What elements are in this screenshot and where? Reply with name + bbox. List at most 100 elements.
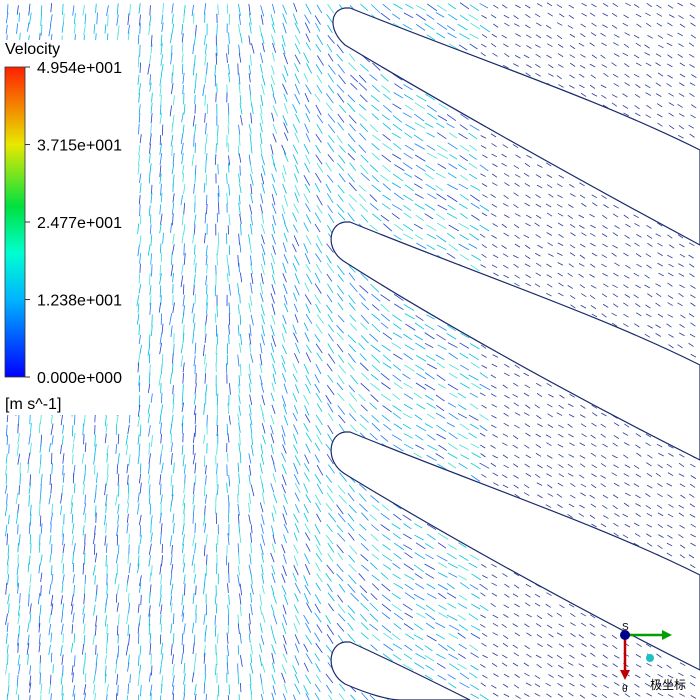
flow-vector xyxy=(260,5,265,17)
flow-vector xyxy=(524,255,531,260)
flow-vector xyxy=(292,373,298,383)
flow-vector xyxy=(415,315,424,322)
flow-vector xyxy=(139,344,142,355)
flow-vector xyxy=(250,142,253,154)
flow-vector xyxy=(260,635,265,645)
flow-vector xyxy=(261,423,266,434)
flow-vector xyxy=(547,654,553,659)
flow-vector xyxy=(261,573,265,584)
flow-vector xyxy=(194,262,197,273)
flow-vector xyxy=(557,272,564,277)
flow-vector xyxy=(547,493,554,497)
flow-vector xyxy=(228,302,231,315)
flow-vector xyxy=(314,294,321,304)
flow-vector xyxy=(336,343,344,353)
flow-vector xyxy=(159,695,162,700)
flow-vector xyxy=(48,494,52,505)
flow-vector xyxy=(580,622,587,627)
flow-vector xyxy=(369,432,378,441)
flow-vector xyxy=(138,173,142,184)
flow-vector xyxy=(147,63,151,75)
flow-vector xyxy=(293,405,299,414)
flow-vector xyxy=(228,183,231,196)
flow-vector xyxy=(589,63,596,68)
flow-vector xyxy=(468,243,478,249)
flow-vector xyxy=(503,422,510,427)
flow-vector xyxy=(613,532,619,537)
flow-vector xyxy=(568,692,574,697)
flow-vector xyxy=(557,504,563,508)
flow-vector xyxy=(327,313,334,323)
flow-vector xyxy=(248,3,251,16)
flow-vector xyxy=(203,613,206,625)
flow-vector xyxy=(448,224,459,232)
flow-vector xyxy=(613,53,620,57)
flow-vector xyxy=(215,663,217,676)
flow-vector xyxy=(502,384,508,389)
flow-vector xyxy=(589,84,596,89)
flow-vector xyxy=(138,443,141,454)
flow-vector xyxy=(84,692,87,700)
flow-vector xyxy=(294,384,300,394)
flow-vector xyxy=(283,415,289,426)
flow-vector xyxy=(371,293,381,302)
flow-vector xyxy=(690,523,697,528)
flow-vector xyxy=(392,654,402,661)
flow-vector xyxy=(458,133,468,140)
flow-vector xyxy=(182,295,185,307)
flow-vector xyxy=(216,484,219,495)
flow-vector xyxy=(691,104,697,109)
flow-vector xyxy=(238,405,241,416)
flow-vector xyxy=(294,22,301,34)
flow-vector xyxy=(238,202,241,215)
flow-vector xyxy=(360,322,368,331)
flow-vector xyxy=(547,43,553,48)
flow-vector xyxy=(525,583,532,588)
flow-vector xyxy=(416,372,427,380)
flow-vector xyxy=(678,93,685,97)
flow-vector xyxy=(613,34,620,38)
flow-vector xyxy=(316,464,324,476)
flow-vector xyxy=(633,34,640,39)
flow-vector xyxy=(237,565,241,576)
flow-vector xyxy=(600,483,606,488)
flow-vector xyxy=(159,273,162,285)
flow-vector xyxy=(415,355,427,362)
flow-vector xyxy=(437,562,448,569)
flow-vector xyxy=(426,14,435,20)
flow-vector xyxy=(348,203,356,212)
flow-vector xyxy=(137,563,140,574)
flow-vector xyxy=(336,84,345,93)
flow-vector xyxy=(293,433,298,445)
flow-vector xyxy=(657,252,663,257)
flow-vector xyxy=(184,474,186,485)
flow-vector xyxy=(501,245,507,249)
flow-vector xyxy=(303,322,309,332)
flow-vector xyxy=(394,223,404,231)
flow-vector xyxy=(305,133,311,143)
flow-vector xyxy=(382,653,393,662)
flow-vector xyxy=(191,154,195,166)
flow-vector xyxy=(613,422,620,427)
flow-vector xyxy=(490,462,497,467)
flow-vector xyxy=(303,52,310,64)
flow-vector xyxy=(105,543,108,553)
flow-vector xyxy=(404,612,414,619)
flow-vector xyxy=(492,643,499,648)
flow-vector xyxy=(504,182,510,187)
flow-vector xyxy=(238,552,240,565)
flow-vector xyxy=(193,244,196,255)
flow-vector xyxy=(635,513,641,518)
flow-vector xyxy=(270,604,275,614)
flow-vector xyxy=(326,453,334,465)
flow-vector xyxy=(536,634,543,639)
flow-vector xyxy=(303,512,309,522)
flow-vector xyxy=(578,663,585,668)
flow-vector xyxy=(294,342,300,354)
flow-vector xyxy=(139,645,142,656)
flow-vector xyxy=(260,443,264,455)
flow-vector xyxy=(271,662,276,673)
flow-vector xyxy=(182,553,185,565)
flow-vector xyxy=(534,222,540,227)
flow-vector xyxy=(193,274,196,287)
